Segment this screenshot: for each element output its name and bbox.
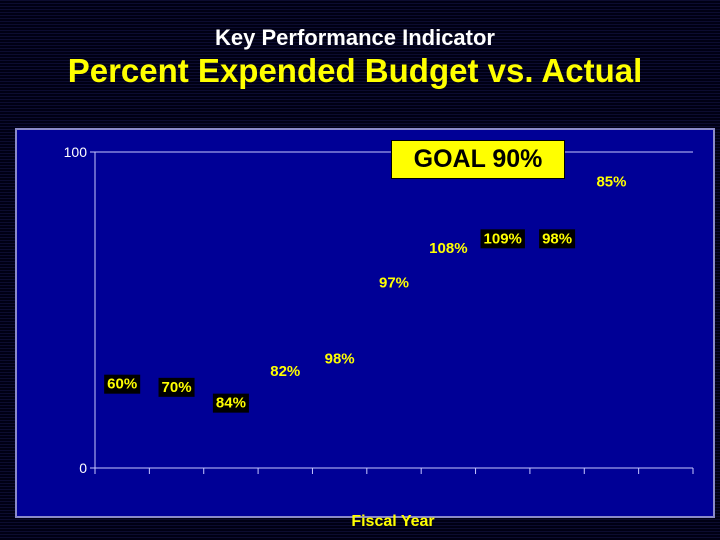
data-label: 84% <box>216 395 246 412</box>
data-label: 82% <box>270 363 300 380</box>
data-label: 98% <box>542 230 572 247</box>
data-label: 98% <box>325 350 355 367</box>
y-tick-label: 0 <box>79 460 87 476</box>
data-label: 108% <box>429 240 467 257</box>
goal-label: GOAL 90% <box>391 140 565 179</box>
data-label-box <box>158 377 195 397</box>
data-label-box <box>539 229 576 249</box>
data-label: 97% <box>379 275 409 292</box>
data-label: 60% <box>107 376 137 393</box>
data-label: 70% <box>162 379 192 396</box>
data-label: 109% <box>484 230 522 247</box>
data-label-box <box>212 393 249 413</box>
data-label-box <box>480 229 525 249</box>
data-label: 85% <box>596 173 626 190</box>
y-tick-label: 100 <box>64 144 88 160</box>
x-axis-label: Fiscal Year <box>351 513 435 530</box>
chart-panel <box>15 128 715 518</box>
chart-supertitle: Key Performance Indicator <box>215 25 495 50</box>
data-label-box <box>104 374 141 394</box>
chart-title: Percent Expended Budget vs. Actual <box>67 52 643 89</box>
